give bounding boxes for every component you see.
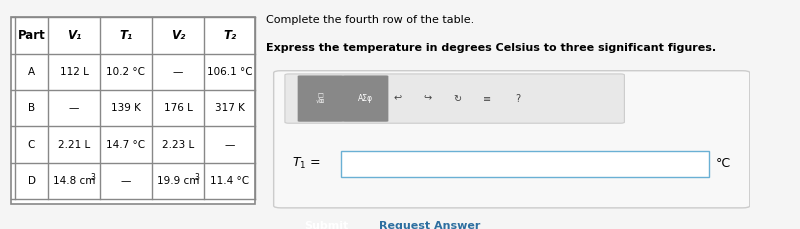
Text: T₁: T₁ xyxy=(119,29,133,42)
FancyBboxPatch shape xyxy=(298,75,343,122)
Text: 3: 3 xyxy=(90,173,95,182)
Text: Submit: Submit xyxy=(304,221,348,229)
Text: 2.23 L: 2.23 L xyxy=(162,140,194,150)
Text: C: C xyxy=(28,140,35,150)
Text: ↻: ↻ xyxy=(454,94,462,104)
Text: 139 K: 139 K xyxy=(111,103,141,113)
Text: D: D xyxy=(27,176,35,186)
Text: °C: °C xyxy=(716,158,731,170)
Text: Part: Part xyxy=(18,29,46,42)
Text: 14.7 °C: 14.7 °C xyxy=(106,140,146,150)
Text: Request Answer: Request Answer xyxy=(378,221,480,229)
Text: ?: ? xyxy=(514,94,520,104)
FancyBboxPatch shape xyxy=(341,151,709,177)
Text: 11.4 °C: 11.4 °C xyxy=(210,176,250,186)
Text: 14.8 cm: 14.8 cm xyxy=(53,176,95,186)
Text: ↩: ↩ xyxy=(394,94,402,104)
Text: A: A xyxy=(28,67,35,77)
Text: —: — xyxy=(69,103,79,113)
Text: Complete the fourth row of the table.: Complete the fourth row of the table. xyxy=(266,15,474,25)
Text: ≡: ≡ xyxy=(483,94,491,104)
Text: —: — xyxy=(173,67,183,77)
Text: 106.1 °C: 106.1 °C xyxy=(207,67,253,77)
Text: V₂: V₂ xyxy=(171,29,185,42)
Text: ↪: ↪ xyxy=(423,94,431,104)
Text: 3: 3 xyxy=(194,173,199,182)
Text: —: — xyxy=(121,176,131,186)
Text: T₂: T₂ xyxy=(223,29,237,42)
Text: V₁: V₁ xyxy=(67,29,81,42)
Text: □
√⊞: □ √⊞ xyxy=(316,93,325,104)
Text: B: B xyxy=(28,103,35,113)
Text: 10.2 °C: 10.2 °C xyxy=(106,67,146,77)
Text: 19.9 cm: 19.9 cm xyxy=(157,176,199,186)
Text: 176 L: 176 L xyxy=(163,103,192,113)
Text: —: — xyxy=(225,140,235,150)
FancyBboxPatch shape xyxy=(11,17,255,204)
FancyBboxPatch shape xyxy=(274,71,750,208)
Text: 2.21 L: 2.21 L xyxy=(58,140,90,150)
Text: $T_1$ =: $T_1$ = xyxy=(293,156,321,172)
Text: Express the temperature in degrees Celsius to three significant figures.: Express the temperature in degrees Celsi… xyxy=(266,43,716,53)
FancyBboxPatch shape xyxy=(285,215,367,229)
Text: 317 K: 317 K xyxy=(215,103,245,113)
Text: 112 L: 112 L xyxy=(60,67,89,77)
Text: ΑΣφ: ΑΣφ xyxy=(358,94,373,103)
FancyBboxPatch shape xyxy=(342,75,388,122)
FancyBboxPatch shape xyxy=(285,74,625,123)
